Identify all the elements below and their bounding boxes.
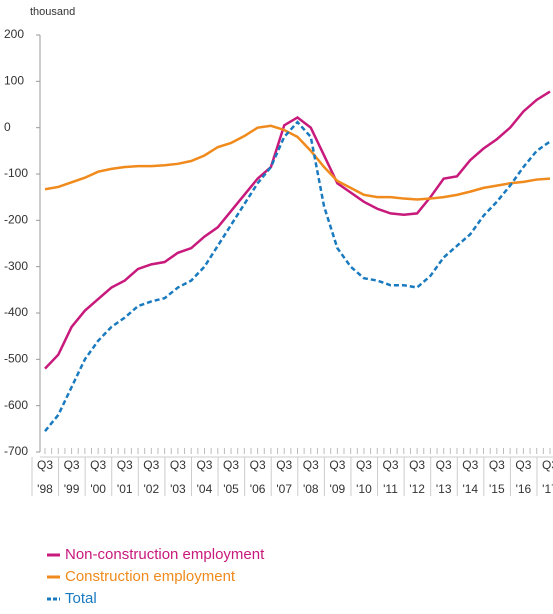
x-tick-label: Q3'98 (37, 458, 53, 496)
x-tick-label: Q3'15 (489, 458, 505, 496)
y-tick-label: -200 (4, 213, 28, 227)
x-tick-label: Q3'08 (303, 458, 319, 496)
x-tick-label: Q3'01 (117, 458, 133, 496)
y-tick-label: -600 (4, 398, 28, 412)
legend-label: Total (65, 590, 97, 607)
series-line (44, 124, 551, 201)
x-tick-label: Q3'03 (170, 458, 186, 496)
legend: Non-construction employment Construction … (47, 546, 265, 607)
x-tick-label: Q3'07 (276, 458, 292, 496)
series-line (44, 90, 551, 370)
y-tick-label: -500 (4, 352, 28, 366)
x-tick-label: Q3'14 (462, 458, 478, 496)
x-tick-label: Q3'13 (436, 458, 452, 496)
y-tick-label: 100 (4, 74, 24, 88)
legend-label: Non-construction employment (65, 546, 265, 563)
x-tick-label: Q3'00 (90, 458, 106, 496)
y-tick-label: 0 (4, 120, 11, 134)
x-tick-label: Q3'17 (542, 458, 553, 496)
x-tick-label: Q3'09 (329, 458, 345, 496)
y-tick-label: -400 (4, 305, 28, 319)
y-tick-label: -300 (4, 259, 28, 273)
x-tick-label: Q3'99 (64, 458, 80, 496)
x-tick-label: Q3'06 (250, 458, 266, 496)
y-tick-label: -700 (4, 444, 28, 458)
series-line (44, 120, 551, 432)
x-tick-label: Q3'10 (356, 458, 372, 496)
y-tick-label: -100 (4, 166, 28, 180)
x-tick-label: Q3'04 (196, 458, 212, 496)
y-unit: thousand (30, 6, 75, 18)
x-tick-label: Q3'11 (383, 458, 399, 496)
x-tick-label: Q3'02 (143, 458, 159, 496)
x-tick-label: Q3'05 (223, 458, 239, 496)
x-tick-label: Q3'16 (515, 458, 531, 496)
legend-label: Construction employment (65, 568, 236, 585)
x-tick-label: Q3'12 (409, 458, 425, 496)
y-tick-label: 200 (4, 27, 24, 41)
